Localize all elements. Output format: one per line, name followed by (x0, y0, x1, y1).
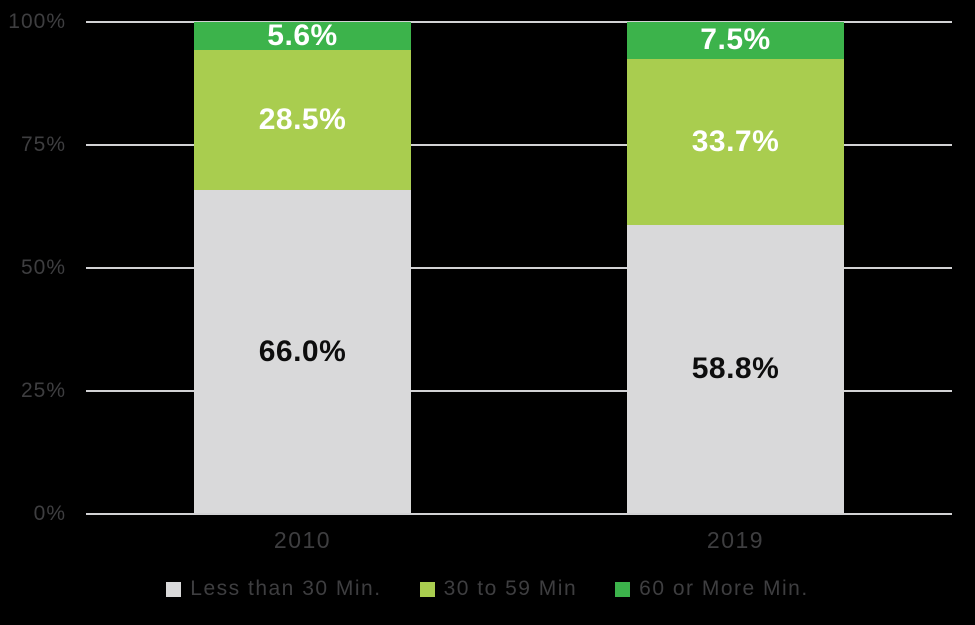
gridline-25% (86, 390, 952, 392)
y-tick-label-0%: 0% (33, 502, 66, 525)
legend-label: 60 or More Min. (639, 577, 809, 600)
segment-value-label: 7.5% (700, 23, 771, 57)
x-category-label-2010: 2010 (273, 527, 332, 553)
bar-2010: 5.6% 28.5% 66.0% (194, 18, 411, 514)
segment-value-label: 28.5% (258, 102, 347, 136)
y-tick-label-75%: 75% (20, 133, 66, 156)
y-tick-label-50%: 50% (20, 256, 66, 279)
segment-value-label: 58.8% (691, 352, 780, 386)
legend-swatch-icon (615, 581, 631, 597)
legend-item-60-or-more-min: 60 or More Min. (615, 577, 809, 601)
legend-swatch-icon (419, 581, 435, 597)
bar-2019: 7.5% 33.7% 58.8% (627, 22, 844, 514)
legend-swatch-icon (166, 581, 182, 597)
x-category-label-2019: 2019 (706, 527, 765, 553)
legend-item-less-than-30-min: Less than 30 Min. (166, 577, 381, 601)
gridline-0% (86, 513, 952, 515)
bar-segment-2019-30-to-59-min: 33.7% (627, 58, 844, 225)
gridline-75% (86, 144, 952, 146)
segment-value-label: 33.7% (691, 124, 780, 158)
bar-segment-2010-less-than-30-min: 66.0% (194, 189, 411, 514)
bar-segment-2019-less-than-30-min: 58.8% (627, 224, 844, 514)
plot-area: 5.6% 28.5% 66.0% 7.5% 33.7% 58.8% (86, 18, 952, 515)
gridline-100% (86, 21, 952, 23)
segment-value-label: 5.6% (267, 18, 338, 52)
legend-label: Less than 30 Min. (190, 577, 382, 600)
bar-segment-2010-30-to-59-min: 28.5% (194, 49, 411, 190)
y-tick-label-100%: 100% (8, 10, 66, 33)
legend-item-30-to-59-min: 30 to 59 Min (419, 577, 578, 601)
segment-value-label: 66.0% (258, 334, 347, 368)
y-tick-label-25%: 25% (20, 379, 66, 402)
legend: Less than 30 Min. 30 to 59 Min 60 or More … (0, 577, 975, 601)
bar-segment-2010-60-or-more-min: 5.6% (194, 18, 411, 52)
bar-segment-2019-60-or-more-min: 7.5% (627, 22, 844, 59)
legend-label: 30 to 59 Min (443, 577, 578, 600)
gridline-50% (86, 267, 952, 269)
